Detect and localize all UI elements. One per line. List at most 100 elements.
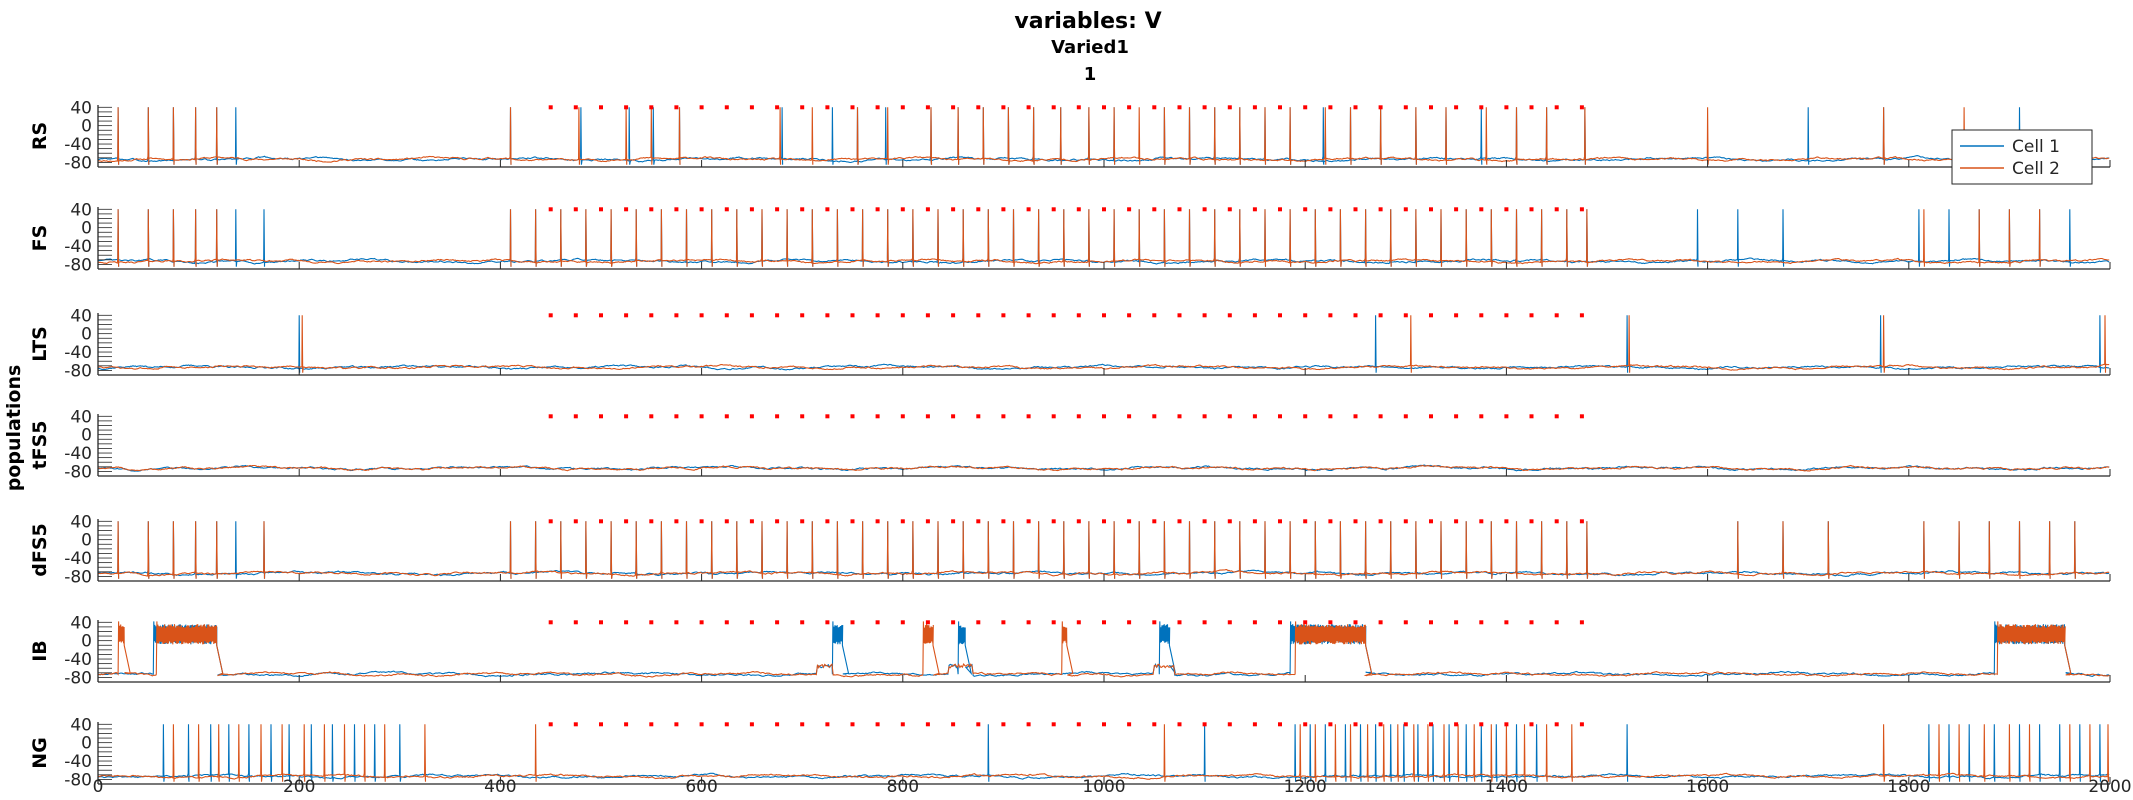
stimulus-marker	[1001, 519, 1006, 524]
stimulus-marker	[1177, 207, 1182, 212]
stimulus-marker	[925, 620, 930, 625]
stimulus-marker	[951, 207, 956, 212]
stimulus-marker	[1429, 313, 1433, 318]
stimulus-marker	[1579, 722, 1584, 727]
stimulus-marker	[1227, 207, 1232, 212]
stimulus-marker	[925, 313, 930, 318]
stimulus-marker	[1403, 722, 1408, 727]
stimulus-marker	[1152, 105, 1157, 110]
stimulus-marker	[951, 722, 956, 727]
stimulus-marker	[1202, 105, 1207, 110]
stimulus-marker	[1579, 620, 1584, 625]
x-tick-label: 1800	[1887, 777, 1930, 797]
stimulus-marker	[1454, 207, 1459, 212]
stimulus-marker	[1479, 105, 1484, 110]
stimulus-marker	[1303, 207, 1308, 212]
stimulus-marker	[699, 105, 704, 110]
stimulus-marker	[1378, 519, 1383, 524]
panel-dFS5: 400-40-80 dFS5	[29, 512, 2111, 587]
stimulus-marker	[674, 105, 679, 110]
stimulus-marker	[1579, 105, 1584, 110]
stimulus-marker	[1554, 519, 1559, 524]
stimulus-marker	[1353, 207, 1358, 212]
stimulus-marker	[649, 313, 654, 318]
stimulus-marker	[1479, 620, 1484, 625]
stimulus-marker	[976, 313, 981, 318]
stimulus-marker	[1378, 414, 1383, 419]
stimulus-marker	[1227, 414, 1232, 419]
stimulus-marker	[1579, 414, 1584, 419]
y-tick-label: -80	[64, 567, 92, 587]
y-tick-label: -40	[64, 444, 92, 464]
stimulus-marker	[1454, 414, 1459, 419]
stimulus-marker	[800, 414, 805, 419]
y-tick-label: 40	[70, 306, 92, 326]
stimulus-marker	[875, 105, 880, 110]
stimulus-marker	[749, 722, 754, 727]
stimulus-marker	[1504, 105, 1509, 110]
stimulus-marker	[875, 313, 880, 318]
stimulus-marker	[1278, 313, 1282, 318]
stimulus-marker	[1429, 105, 1433, 110]
x-tick-label: 600	[685, 777, 717, 797]
y-tick-label: 40	[70, 98, 92, 118]
stimulus-marker	[1051, 414, 1056, 419]
stimulus-marker	[1504, 519, 1509, 524]
stimulus-marker	[1403, 620, 1408, 625]
stimulus-marker	[749, 519, 754, 524]
stimulus-marker	[850, 414, 855, 419]
stimulus-marker	[1001, 414, 1006, 419]
stimulus-marker	[775, 519, 780, 524]
y-tick-label: 40	[70, 715, 92, 735]
stimulus-marker	[1202, 722, 1207, 727]
stimulus-marker	[825, 105, 830, 110]
stimulus-marker	[1102, 313, 1106, 318]
stimulus-marker	[599, 414, 603, 419]
stimulus-marker	[548, 519, 553, 524]
trace-cell1-RS	[98, 107, 2110, 165]
stimulus-marker	[775, 207, 780, 212]
panel-tFS5: 400-40-80 tFS5	[29, 407, 2111, 482]
stimulus-marker	[1504, 722, 1509, 727]
stimulus-marker	[951, 519, 956, 524]
stimulus-marker	[800, 620, 805, 625]
legend-entry: Cell 2	[2012, 159, 2060, 179]
trace-cell2-LTS	[98, 315, 2110, 373]
stimulus-marker	[599, 519, 603, 524]
stimulus-marker	[724, 207, 729, 212]
stimulus-marker	[1252, 313, 1257, 318]
x-tick-label: 1400	[1485, 777, 1528, 797]
stimulus-marker	[1529, 207, 1534, 212]
stimulus-marker	[775, 414, 780, 419]
stimulus-marker	[900, 519, 905, 524]
y-tick-label: -40	[64, 549, 92, 569]
stimulus-marker	[1278, 414, 1282, 419]
stimulus-marker	[1076, 620, 1081, 625]
stimulus-marker	[1353, 722, 1358, 727]
panel-label-dFS5: dFS5	[29, 523, 51, 576]
stimulus-marker	[1102, 722, 1106, 727]
stimulus-marker	[1278, 620, 1282, 625]
stimulus-marker	[1227, 105, 1232, 110]
stimulus-marker	[624, 519, 629, 524]
y-tick-label: 0	[81, 531, 92, 551]
stimulus-marker	[875, 620, 880, 625]
stimulus-marker	[775, 313, 780, 318]
stimulus-marker	[749, 105, 754, 110]
panel-RS: 400-40-80 RS	[29, 98, 2111, 173]
stimulus-marker	[1127, 313, 1132, 318]
stimulus-marker	[1579, 207, 1584, 212]
stimulus-marker	[1026, 105, 1031, 110]
panel-label-NG: NG	[29, 737, 51, 769]
stimulus-marker	[800, 207, 805, 212]
panel-label-IB: IB	[29, 640, 51, 662]
stimulus-marker	[674, 519, 679, 524]
stimulus-marker	[1202, 414, 1207, 419]
y-tick-label: 0	[81, 426, 92, 446]
stimulus-marker	[1353, 519, 1358, 524]
y-tick-label: -80	[64, 668, 92, 688]
stimulus-marker	[825, 414, 830, 419]
y-tick-label: -80	[64, 255, 92, 275]
stimulus-marker	[825, 519, 830, 524]
